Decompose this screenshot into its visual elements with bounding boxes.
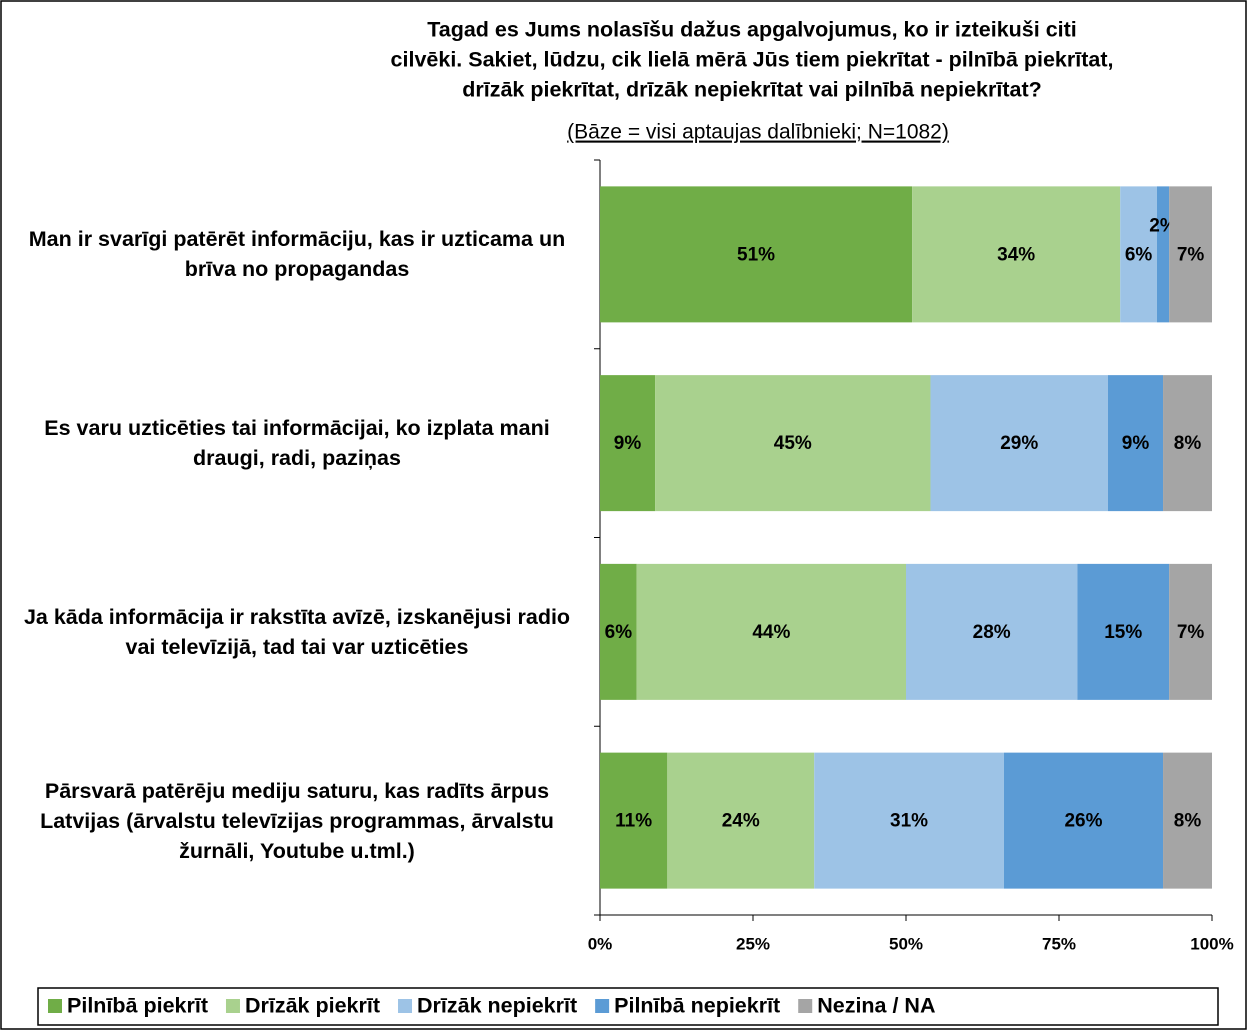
category-label: Ja kāda informācija ir rakstīta avīzē, i… [23,604,571,659]
bar-segment [1003,752,1164,889]
data-label: 6% [605,622,633,643]
bar-segment [1169,186,1212,323]
bar-segment [814,752,1004,889]
data-label: 8% [1174,811,1202,832]
bar-segment [600,563,637,700]
data-label: 51% [737,244,775,265]
data-label: 7% [1177,244,1205,265]
legend-swatch [798,999,813,1013]
bar-segment [600,375,656,512]
bar-segment [636,563,906,700]
data-label: 45% [774,433,812,454]
data-label: 15% [1104,622,1142,643]
bar-segment [1156,186,1170,323]
bar-segment [1077,563,1170,700]
legend-label: Pilnībā nepiekrīt [614,994,780,1018]
bar-segment [912,186,1121,323]
chart-title: drīzāk piekrītat, drīzāk nepiekrītat vai… [462,78,1041,102]
category-label: Pārsvarā patērēju mediju saturu, kas rad… [40,778,554,863]
category-label: Man ir svarīgi patērēt informāciju, kas … [28,227,566,282]
bar-segment [930,375,1108,512]
category-label: Es varu uzticēties tai informācijai, ko … [44,416,550,471]
bar-segment [655,375,931,512]
chart-title: cilvēki. Sakiet, lūdzu, cik lielā mērā J… [391,48,1114,72]
data-label: 24% [722,811,760,832]
bar-segment [667,752,815,889]
data-label: 7% [1177,622,1205,643]
data-label: 6% [1125,244,1153,265]
data-label: 34% [997,244,1035,265]
data-label: 28% [973,622,1011,643]
legend-swatch [595,999,610,1013]
legend-label: Drīzāk piekrīt [245,994,380,1018]
legend-label: Pilnībā piekrīt [67,994,208,1018]
data-label: 9% [614,433,642,454]
bar-segment [600,752,668,889]
data-label: 26% [1064,811,1102,832]
bar-segment [1120,186,1157,323]
chart-title: Tagad es Jums nolasīšu dažus apgalvojumu… [427,18,1077,42]
legend-label: Nezina / NA [817,994,935,1018]
chart-subtitle: (Bāze = visi aptaujas dalībnieki; N=1082… [567,121,949,144]
x-tick-label: 50% [889,934,923,953]
legend-swatch [225,999,240,1013]
x-tick-label: 75% [1042,934,1076,953]
bar-segment [600,186,913,323]
data-label: 31% [890,811,928,832]
x-tick-label: 0% [588,934,613,953]
legend-swatch [398,999,413,1013]
data-label: 11% [615,811,652,832]
legend-swatch [48,999,62,1013]
bar-segment [1163,752,1212,889]
data-label: 8% [1174,433,1202,454]
bar-segment [1107,375,1164,512]
legend-label: Drīzāk nepiekrīt [417,994,577,1018]
data-label: 9% [1122,433,1150,454]
x-tick-label: 25% [736,934,770,953]
x-tick-label: 100% [1190,934,1233,953]
bar-segment [906,563,1078,700]
bar-segment [1163,375,1212,512]
data-label: 44% [752,622,790,643]
bar-segment [1169,563,1212,700]
data-label: 29% [1000,433,1038,454]
